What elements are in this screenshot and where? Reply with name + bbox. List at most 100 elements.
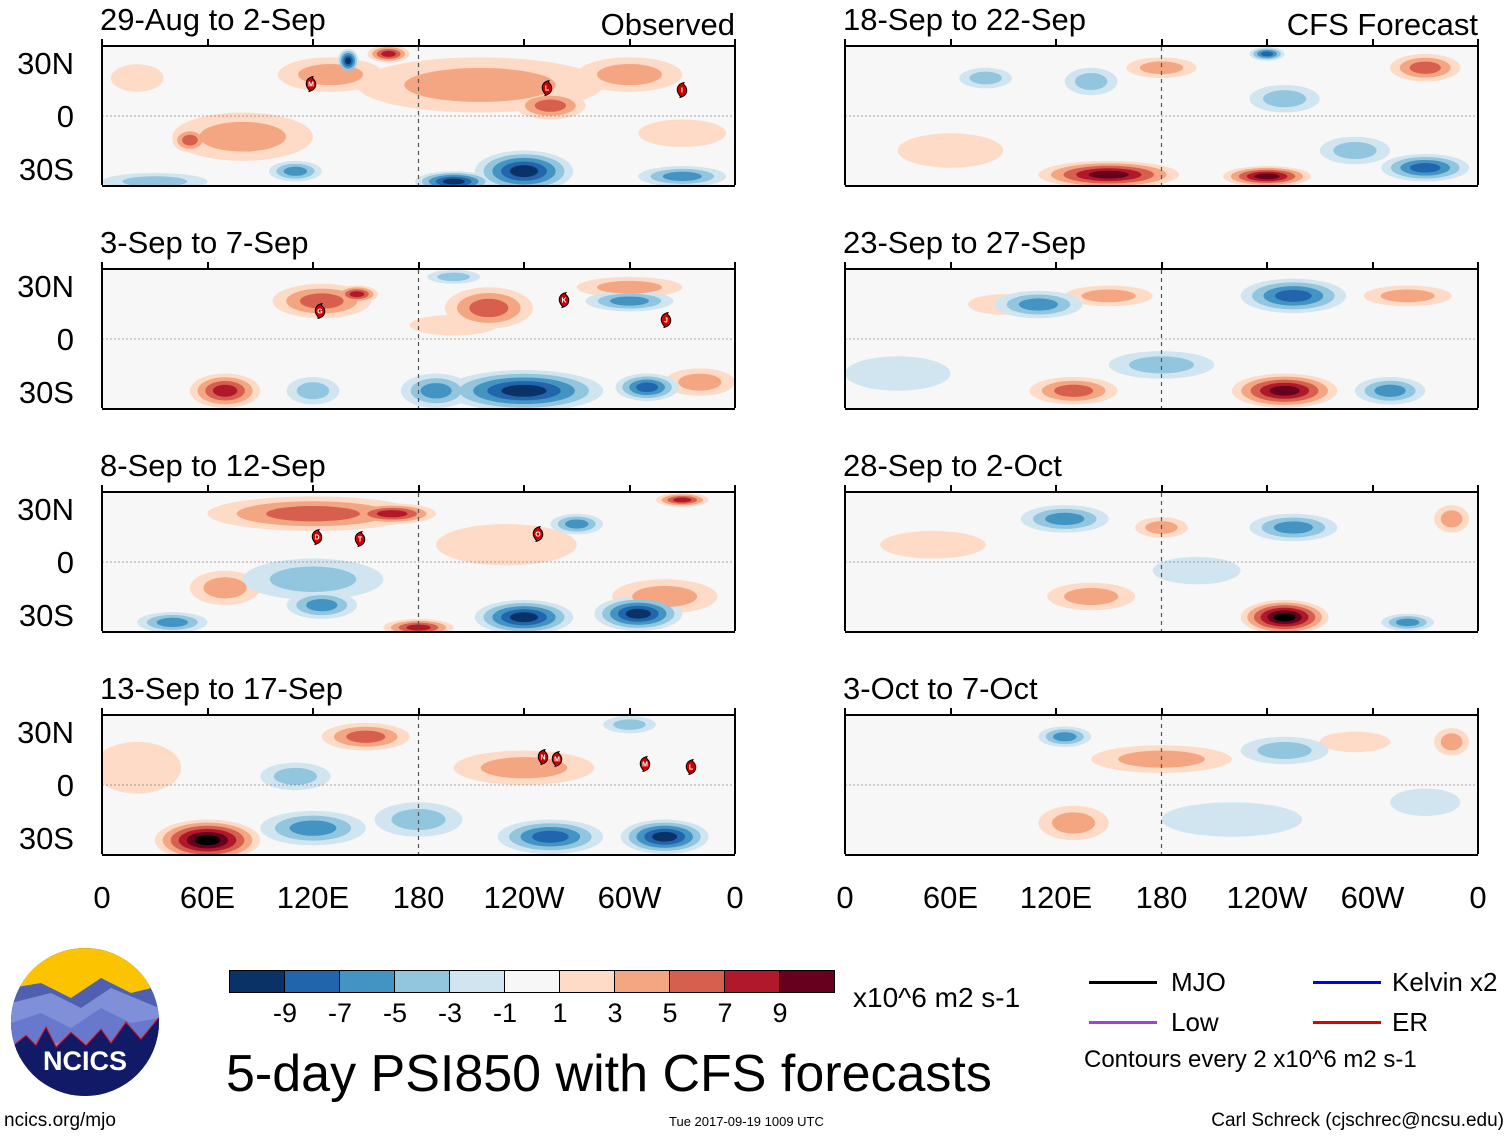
svg-text:T: T [358, 537, 363, 544]
frame [1477, 270, 1479, 408]
anomaly-contour [1273, 521, 1313, 534]
tick [628, 39, 631, 47]
tick [417, 262, 420, 270]
colorbar-label: -5 [382, 998, 408, 1028]
frame [101, 47, 103, 185]
lat-label: 30S [18, 152, 74, 187]
ncics-logo: NCICS [11, 948, 159, 1096]
anomaly-contour [1139, 61, 1184, 75]
tick [949, 708, 952, 716]
tropical-cyclone-icon: N [537, 748, 550, 765]
anomaly-contour [1262, 90, 1307, 108]
anomaly-contour [289, 820, 337, 836]
tick [844, 708, 846, 716]
anomaly-contour [1129, 356, 1194, 374]
legend-label-low: Low [1171, 1007, 1219, 1037]
legend-line-kelvin [1313, 981, 1381, 984]
tick [312, 485, 314, 493]
tropical-cyclone-icon: J [660, 311, 673, 328]
panel-title: 8-Sep to 12-Sep [100, 448, 326, 483]
legend-line-er [1313, 1021, 1381, 1024]
anomaly-contour [1409, 162, 1441, 173]
anomaly-contour [1161, 802, 1303, 837]
tick [101, 39, 103, 47]
anomaly-contour [1051, 812, 1096, 834]
lon-label: 120W [1226, 880, 1308, 915]
map-panel [844, 39, 1479, 187]
tick [734, 262, 736, 270]
anomaly-contour [182, 134, 198, 146]
tick [206, 485, 209, 493]
lon-label: 60E [922, 880, 979, 915]
lat-label: 0 [56, 768, 74, 803]
footer-credit: Carl Schreck (cjschrec@ncsu.edu) [1211, 1110, 1504, 1131]
colorbar-swatch [559, 970, 615, 993]
tick [312, 262, 314, 270]
footer-timestamp: Tue 2017-09-19 1009 UTC [669, 1114, 824, 1129]
frame [1477, 716, 1479, 854]
anomaly-contour [532, 830, 569, 843]
anomaly-contour [1395, 618, 1420, 627]
tick [523, 708, 525, 716]
anomaly-contour [212, 384, 238, 397]
tick [844, 262, 846, 270]
svg-text:NCICS: NCICS [43, 1046, 127, 1076]
anomaly-contour [534, 99, 567, 112]
tick [1160, 262, 1163, 270]
anomaly-contour [273, 767, 318, 785]
lon-label: 60W [597, 880, 662, 915]
tick [1160, 485, 1163, 493]
tick [1371, 39, 1374, 47]
anomaly-contour [299, 293, 344, 309]
panel-title: 13-Sep to 17-Sep [100, 671, 344, 706]
tick [1266, 39, 1268, 47]
anomaly-contour [345, 57, 352, 65]
frame [844, 47, 846, 185]
anomaly-contour [597, 63, 662, 86]
anomaly-contour [897, 133, 1004, 168]
panel-title: 28-Sep to 2-Oct [843, 448, 1062, 483]
tick [1371, 262, 1374, 270]
anomaly-contour [283, 166, 308, 176]
anomaly-contour [1380, 289, 1435, 303]
anomaly-contour [1254, 173, 1280, 180]
tick [101, 262, 103, 270]
lon-label: 180 [1135, 880, 1188, 915]
lat-label: 0 [56, 99, 74, 134]
colorbar-swatch [669, 970, 725, 993]
map-panel: G K J [101, 262, 736, 410]
tick [523, 485, 525, 493]
tick [101, 485, 103, 493]
frame [734, 270, 736, 408]
anomaly-contour [662, 171, 702, 181]
legend-label-mjo: MJO [1171, 967, 1226, 997]
lat-label: 30S [18, 375, 74, 410]
lat-label: 30S [18, 598, 74, 633]
anomaly-contour [565, 519, 589, 529]
colorbar-units: x10^6 m2 s-1 [853, 982, 1021, 1013]
svg-text:I: I [681, 87, 683, 94]
tick [734, 485, 736, 493]
tick [417, 708, 420, 716]
anomaly-contour [203, 577, 247, 599]
map-panel: N M M L [101, 708, 736, 856]
anomaly-contour [1374, 384, 1406, 397]
tropical-cyclone-icon: L [685, 759, 698, 776]
legend-label-kelvin: Kelvin x2 [1392, 967, 1498, 997]
anomaly-contour [122, 176, 188, 185]
anomaly-contour [1440, 733, 1463, 751]
frame [101, 716, 103, 854]
anomaly-contour [381, 50, 396, 57]
anomaly-contour [1269, 385, 1300, 396]
tick [949, 39, 952, 47]
legend-line-mjo [1089, 981, 1157, 984]
footer-url[interactable]: ncics.org/mjo [4, 1110, 116, 1131]
tropical-cyclone-icon: M [551, 750, 564, 767]
tropical-cyclone-icon: D [310, 529, 323, 546]
colorbar-swatch [724, 970, 780, 993]
anomaly-contour [1275, 289, 1312, 302]
anomaly-contour [673, 497, 692, 503]
